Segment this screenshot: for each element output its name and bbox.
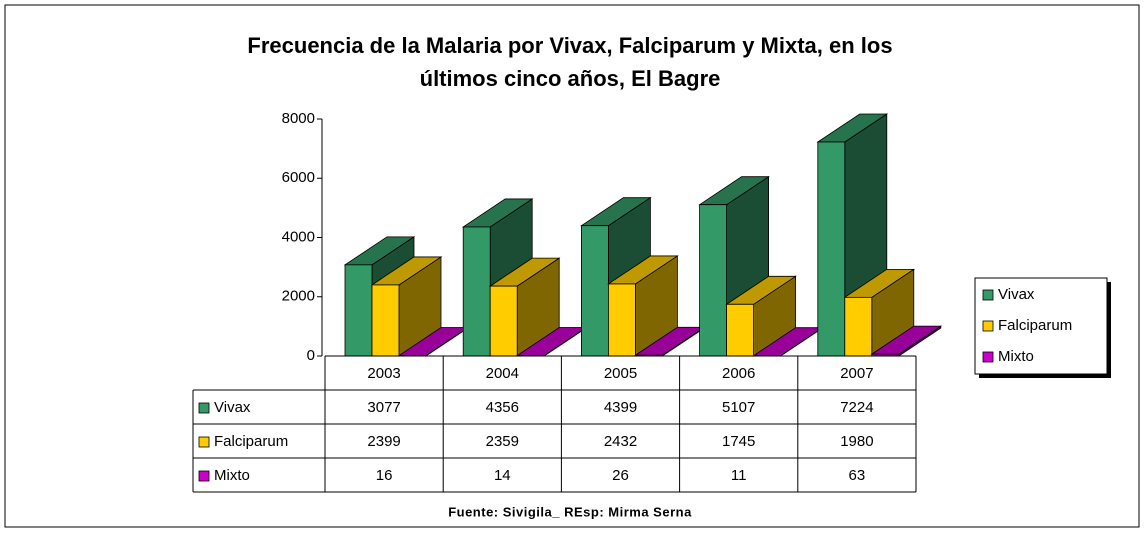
legend <box>974 277 1108 375</box>
table-cell: 11 <box>731 467 747 484</box>
bar-front <box>817 141 846 357</box>
table-cell: 5107 <box>722 399 755 416</box>
x-tick-label: 2003 <box>367 365 400 382</box>
bar-front <box>844 296 873 357</box>
table-cell: 26 <box>612 467 629 484</box>
chart-frame <box>4 4 1140 528</box>
y-tick-label: 0 <box>307 347 315 364</box>
bar-front <box>344 264 373 357</box>
table-row-label: Falciparum <box>214 433 288 450</box>
x-tick-label: 2004 <box>486 365 519 382</box>
bar <box>870 325 943 357</box>
bar-front <box>726 303 754 357</box>
legend-swatch <box>198 436 210 448</box>
table-cell: 3077 <box>367 399 400 416</box>
y-tick-label: 4000 <box>282 228 315 245</box>
bar-front <box>699 204 727 357</box>
legend-label: Falciparum <box>998 317 1072 334</box>
x-tick-label: 2007 <box>840 365 873 382</box>
bar-front <box>581 225 609 357</box>
bar-front <box>489 285 518 357</box>
legend-swatch <box>982 351 994 363</box>
table-cell: 2432 <box>604 433 637 450</box>
bar-front <box>462 226 491 357</box>
table-cell: 4356 <box>486 399 519 416</box>
table-cell: 14 <box>494 467 511 484</box>
y-tick-label: 2000 <box>282 288 315 305</box>
bar <box>725 275 797 357</box>
x-tick-label: 2005 <box>604 365 637 382</box>
legend-label: Mixto <box>998 348 1034 365</box>
table-cell: 4399 <box>604 399 637 416</box>
legend-swatch <box>198 402 210 414</box>
bar-front <box>371 284 400 357</box>
y-tick-label: 6000 <box>282 169 315 186</box>
legend-label: Vivax <box>998 286 1035 303</box>
bar <box>370 256 443 357</box>
chart-title: últimos cinco años, El Bagre <box>420 66 721 91</box>
legend-swatch <box>198 470 210 482</box>
table-cell: 7224 <box>840 399 873 416</box>
table-row-label: Vivax <box>214 399 251 416</box>
source-note: Fuente: Sivigila_ REsp: Mirma Serna <box>448 504 692 519</box>
table-cell: 2359 <box>486 433 519 450</box>
bar-front <box>608 283 636 357</box>
bar <box>488 257 561 357</box>
table-cell: 1980 <box>840 433 873 450</box>
chart-title: Frecuencia de la Malaria por Vivax, Falc… <box>247 33 892 58</box>
bar <box>607 255 679 357</box>
table-cell: 2399 <box>367 433 400 450</box>
legend-swatch <box>982 289 994 301</box>
table-row-label: Mixto <box>214 467 250 484</box>
table-cell: 63 <box>849 467 866 484</box>
legend-swatch <box>982 320 994 332</box>
x-tick-label: 2006 <box>722 365 755 382</box>
table-cell: 16 <box>376 467 393 484</box>
y-tick-label: 8000 <box>282 110 315 127</box>
table-cell: 1745 <box>722 433 755 450</box>
